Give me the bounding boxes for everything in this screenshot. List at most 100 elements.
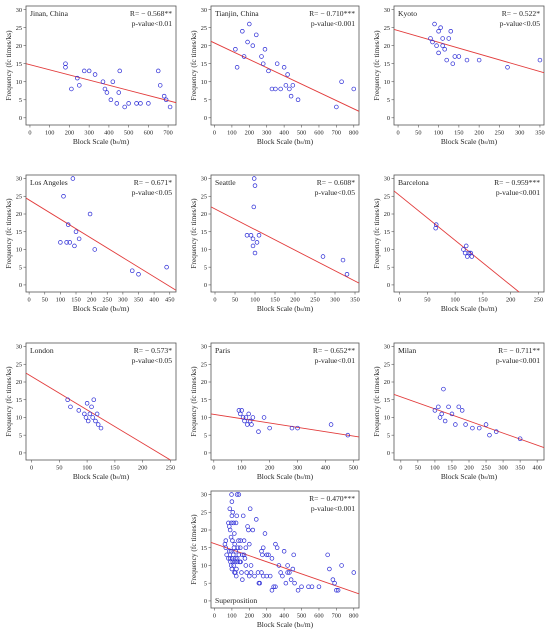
y-tick-label: 20: [384, 379, 390, 386]
data-point: [87, 411, 93, 417]
plot-frame: [25, 342, 177, 461]
data-point: [252, 250, 258, 256]
y-tick-label: 20: [201, 527, 207, 534]
data-point: [233, 556, 238, 561]
data-point: [249, 422, 254, 427]
data-point: [285, 570, 290, 575]
regression-line: [211, 413, 359, 438]
data-point: [432, 21, 437, 27]
data-point: [476, 57, 482, 63]
data-point: [102, 86, 108, 92]
data-point: [243, 563, 249, 568]
x-tick-label: 250: [534, 297, 543, 304]
y-tick-label: 15: [201, 397, 207, 404]
x-tick-label: 200: [138, 465, 147, 472]
y-tick-label: 15: [384, 229, 390, 236]
data-point: [440, 43, 445, 48]
x-tick-label: 400: [532, 465, 541, 472]
data-point: [283, 83, 289, 88]
correlation-text: R= − 0.522*: [502, 9, 541, 18]
data-point: [283, 580, 289, 586]
data-point: [122, 104, 127, 110]
y-tick-label: 5: [204, 432, 207, 439]
y-tick-label: 10: [201, 247, 207, 254]
data-point: [235, 559, 240, 565]
x-axis-label: Block Scale (bₛ/m): [73, 137, 130, 146]
y-tick-label: 30: [201, 176, 207, 183]
y-tick-label: 30: [16, 7, 22, 14]
y-axis-label: Frequency (fc times/ks): [4, 198, 13, 269]
data-point: [276, 563, 282, 568]
plot-frame: [393, 174, 545, 293]
data-point: [69, 86, 74, 92]
data-point: [334, 588, 339, 593]
data-point: [243, 545, 249, 550]
data-point: [68, 404, 73, 410]
data-point: [95, 422, 101, 427]
data-point: [320, 254, 326, 259]
data-point: [70, 176, 76, 181]
data-point: [246, 411, 251, 417]
y-tick-label: 15: [201, 545, 207, 552]
x-tick-label: 150: [478, 297, 487, 304]
data-point: [89, 404, 94, 410]
y-axis-label: Frequency (fc times/ks): [4, 366, 13, 437]
x-tick-label: 100: [434, 130, 443, 137]
data-point: [487, 432, 492, 438]
data-point: [254, 240, 260, 245]
x-axis-label: Block Scale (bₛ/m): [73, 472, 130, 481]
data-point: [465, 254, 470, 259]
y-tick-label: 25: [16, 361, 22, 368]
data-point: [433, 225, 438, 231]
data-point: [238, 559, 243, 565]
regression-line: [211, 40, 359, 112]
plot-frame: [210, 342, 360, 461]
data-point: [278, 570, 283, 575]
data-point: [290, 83, 296, 88]
chart-panel-5: 0 50 100 150 200 250 0 5 10 15 20 25 30 Block Scale (…: [372, 174, 545, 313]
data-point: [339, 563, 344, 568]
data-point: [241, 538, 247, 543]
data-point: [266, 552, 271, 558]
data-point: [290, 566, 296, 572]
y-tick-label: 0: [204, 282, 207, 289]
plot-frame: [25, 5, 177, 126]
data-point: [244, 233, 250, 238]
data-point: [117, 68, 122, 74]
data-point: [273, 86, 278, 92]
data-point: [271, 584, 276, 589]
data-point: [274, 545, 280, 550]
data-point: [222, 541, 228, 547]
regression-line: [26, 197, 176, 291]
x-tick-label: 400: [149, 297, 158, 304]
data-point: [63, 65, 68, 70]
data-point: [161, 93, 167, 99]
data-point: [250, 527, 256, 533]
data-point: [254, 517, 259, 522]
data-point: [345, 432, 351, 438]
data-point: [108, 97, 114, 103]
data-point: [505, 65, 510, 70]
data-point: [231, 520, 236, 526]
y-tick-label: 15: [384, 397, 390, 404]
data-point: [114, 101, 120, 106]
data-point: [295, 588, 301, 593]
y-tick-label: 25: [201, 361, 207, 368]
data-point: [64, 240, 69, 245]
x-tick-label: 600: [144, 130, 153, 137]
plot-frame: [210, 490, 360, 609]
regression-line: [211, 206, 359, 284]
data-point: [267, 425, 272, 431]
x-tick-label: 300: [515, 130, 524, 137]
data-point: [248, 563, 254, 568]
chart-panel-4: 0 50 100 150 200 250 300 350 0 5 10 15 20 25 30 Block S…: [189, 174, 360, 313]
data-point: [461, 247, 466, 252]
correlation-text: R= − 0.671*: [134, 178, 173, 187]
data-point: [86, 68, 92, 74]
data-point: [259, 570, 264, 575]
data-point: [227, 506, 233, 511]
data-point: [252, 183, 258, 188]
x-tick-label: 200: [245, 130, 254, 137]
panel-title: Barcelona: [398, 178, 429, 187]
x-tick-label: 200: [474, 130, 483, 137]
